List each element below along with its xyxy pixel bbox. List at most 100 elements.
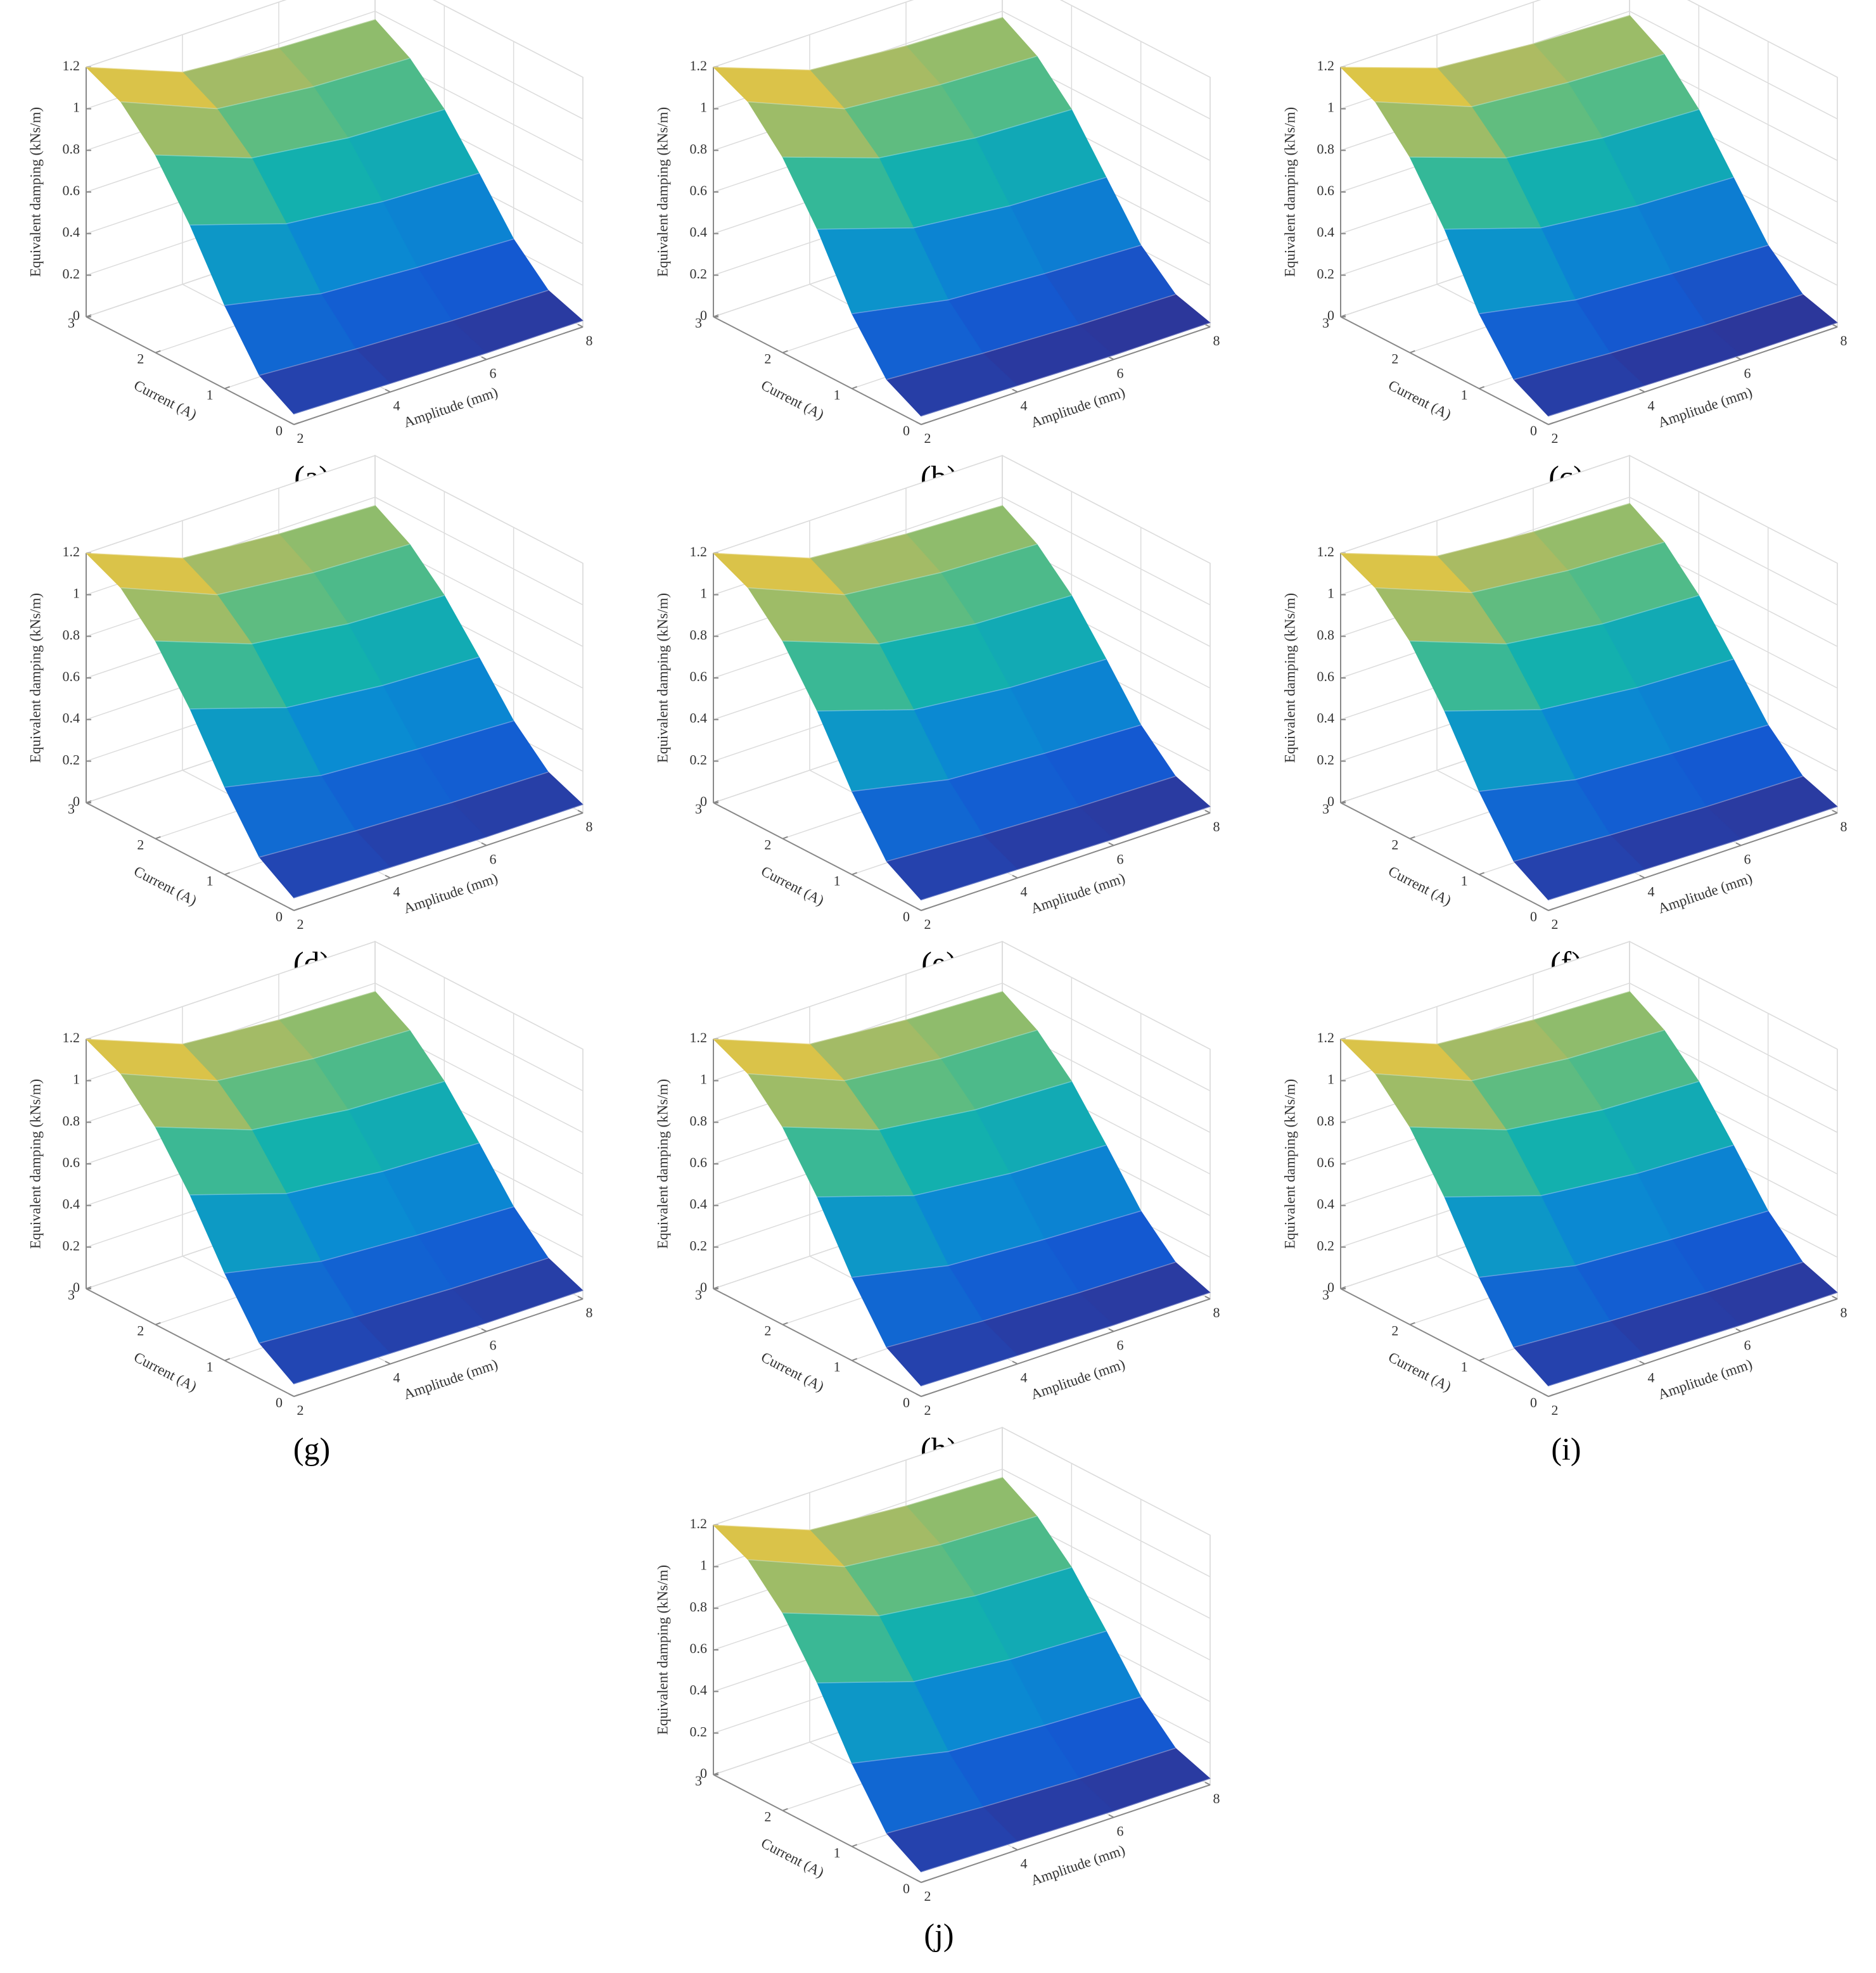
x-axis-label: Amplitude (mm) xyxy=(1656,384,1754,430)
y-tick-label: 1 xyxy=(834,1844,841,1860)
y-tick-label: 2 xyxy=(1391,351,1398,367)
mesh-line xyxy=(1514,1261,1803,1348)
x-tick-label: 4 xyxy=(1648,398,1655,414)
z-tick-label: 0.6 xyxy=(690,1640,708,1656)
mesh-line xyxy=(189,172,480,226)
x-tick-label: 6 xyxy=(1744,1337,1751,1353)
mesh-line xyxy=(1375,1030,1664,1082)
tick-mark xyxy=(1479,1358,1485,1362)
z-tick-label: 0.2 xyxy=(690,751,708,767)
y-tick-label: 0 xyxy=(276,423,283,438)
surface-patch xyxy=(1513,353,1645,417)
z-tick-label: 0.4 xyxy=(690,1196,708,1212)
tick-mark xyxy=(1479,386,1485,390)
axis-line xyxy=(86,802,295,911)
y-axis-label: Current (A) xyxy=(1386,377,1453,423)
x-tick-label: 6 xyxy=(1117,1337,1124,1353)
axis-line xyxy=(921,812,1211,911)
x-tick-label: 4 xyxy=(1648,1370,1655,1386)
x-tick-label: 6 xyxy=(1117,1823,1124,1839)
tick-mark xyxy=(921,422,927,425)
tick-mark xyxy=(713,1286,719,1289)
mesh-line xyxy=(1548,322,1838,417)
mesh-line xyxy=(1444,658,1734,712)
tick-mark xyxy=(481,842,487,846)
tick-mark xyxy=(86,314,92,317)
z-tick-label: 0.2 xyxy=(63,265,80,281)
grid-line xyxy=(432,0,584,78)
x-tick-label: 2 xyxy=(297,1402,304,1418)
z-tick-label: 0 xyxy=(700,1765,707,1781)
grid-line xyxy=(374,497,584,606)
z-axis-label: Equivalent damping (kNs/m) xyxy=(1282,1079,1298,1249)
x-tick-label: 8 xyxy=(1841,1305,1847,1320)
z-tick-label: 1 xyxy=(700,1557,707,1573)
tick-mark xyxy=(1735,842,1742,846)
z-tick-label: 1.2 xyxy=(1317,1030,1335,1045)
surface-patch xyxy=(886,353,1018,417)
subplot: 0 0.2 0.4 0.6 0.8 1 1.2 0 1 2 3 2 4 6 8 Equivalent damp… xyxy=(27,0,593,494)
z-tick-label: 1.2 xyxy=(690,1516,708,1531)
x-tick-label: 4 xyxy=(1021,1856,1028,1872)
tick-mark xyxy=(86,800,92,803)
z-axis-label: Equivalent damping (kNs/m) xyxy=(1282,593,1298,763)
x-axis-label: Amplitude (mm) xyxy=(1029,870,1127,916)
z-tick-label: 0.6 xyxy=(690,182,708,198)
tick-mark xyxy=(155,836,161,840)
grid-line xyxy=(713,1427,1003,1526)
grid-line xyxy=(86,0,287,68)
z-tick-label: 0.6 xyxy=(1317,668,1335,684)
mesh-line xyxy=(886,776,1176,862)
z-tick-label: 0.2 xyxy=(1317,265,1335,281)
tick-mark xyxy=(921,908,927,911)
y-tick-label: 2 xyxy=(1391,1323,1398,1339)
z-tick-label: 0.4 xyxy=(1317,224,1335,240)
z-tick-label: 0 xyxy=(1327,1279,1334,1295)
axis-line xyxy=(921,1298,1211,1397)
x-tick-label: 8 xyxy=(1213,1791,1220,1806)
x-axis-label: Amplitude (mm) xyxy=(1656,870,1754,916)
mesh-line xyxy=(224,238,514,306)
z-axis-label: Equivalent damping (kNs/m) xyxy=(654,1079,670,1249)
grid-line xyxy=(1629,455,1838,564)
subplot: 0 0.2 0.4 0.6 0.8 1 1.2 0 1 2 3 2 4 6 8 Equivalent damp… xyxy=(1282,940,1847,1466)
tick-mark xyxy=(1543,421,1549,425)
mesh-line xyxy=(259,771,549,858)
axis-line xyxy=(293,326,584,425)
y-axis-label: Current (A) xyxy=(131,1349,199,1395)
subplot: 0 0.2 0.4 0.6 0.8 1 1.2 0 1 2 3 2 4 6 8 Equivalent damp… xyxy=(27,454,593,980)
mesh-line xyxy=(1514,293,1803,380)
mesh-line xyxy=(713,16,1003,71)
x-axis-label: Amplitude (mm) xyxy=(1029,1356,1127,1402)
tick-mark xyxy=(293,1394,300,1397)
mesh-line xyxy=(748,544,1037,596)
surface-patch xyxy=(886,1320,1018,1387)
tick-mark xyxy=(293,422,300,425)
surface-patch xyxy=(258,1316,391,1384)
x-tick-label: 2 xyxy=(1552,1402,1559,1418)
grid-line xyxy=(1629,941,1838,1050)
tick-mark xyxy=(1012,1360,1018,1365)
tick-mark xyxy=(713,314,719,317)
axis-line xyxy=(86,1288,295,1397)
axis-line xyxy=(86,316,295,425)
y-axis-label: Current (A) xyxy=(131,863,199,909)
panel-label: (j) xyxy=(924,1917,954,1952)
grid-line xyxy=(713,941,1003,1040)
mesh-line xyxy=(1479,245,1768,314)
mesh-line xyxy=(120,58,410,110)
mesh-line xyxy=(748,1030,1037,1082)
tick-mark xyxy=(782,836,788,840)
y-tick-label: 0 xyxy=(1530,423,1537,438)
tick-mark xyxy=(1832,810,1838,814)
axis-line xyxy=(1548,326,1838,425)
mesh-line xyxy=(1444,177,1734,230)
z-axis-label: Equivalent damping (kNs/m) xyxy=(27,107,43,277)
mesh-line xyxy=(782,1081,1072,1130)
tick-mark xyxy=(293,908,300,911)
tick-mark xyxy=(1735,356,1742,361)
x-tick-label: 8 xyxy=(1213,333,1220,348)
tick-mark xyxy=(1340,314,1346,317)
z-tick-label: 0.6 xyxy=(1317,1154,1335,1170)
mesh-line xyxy=(1340,991,1630,1045)
